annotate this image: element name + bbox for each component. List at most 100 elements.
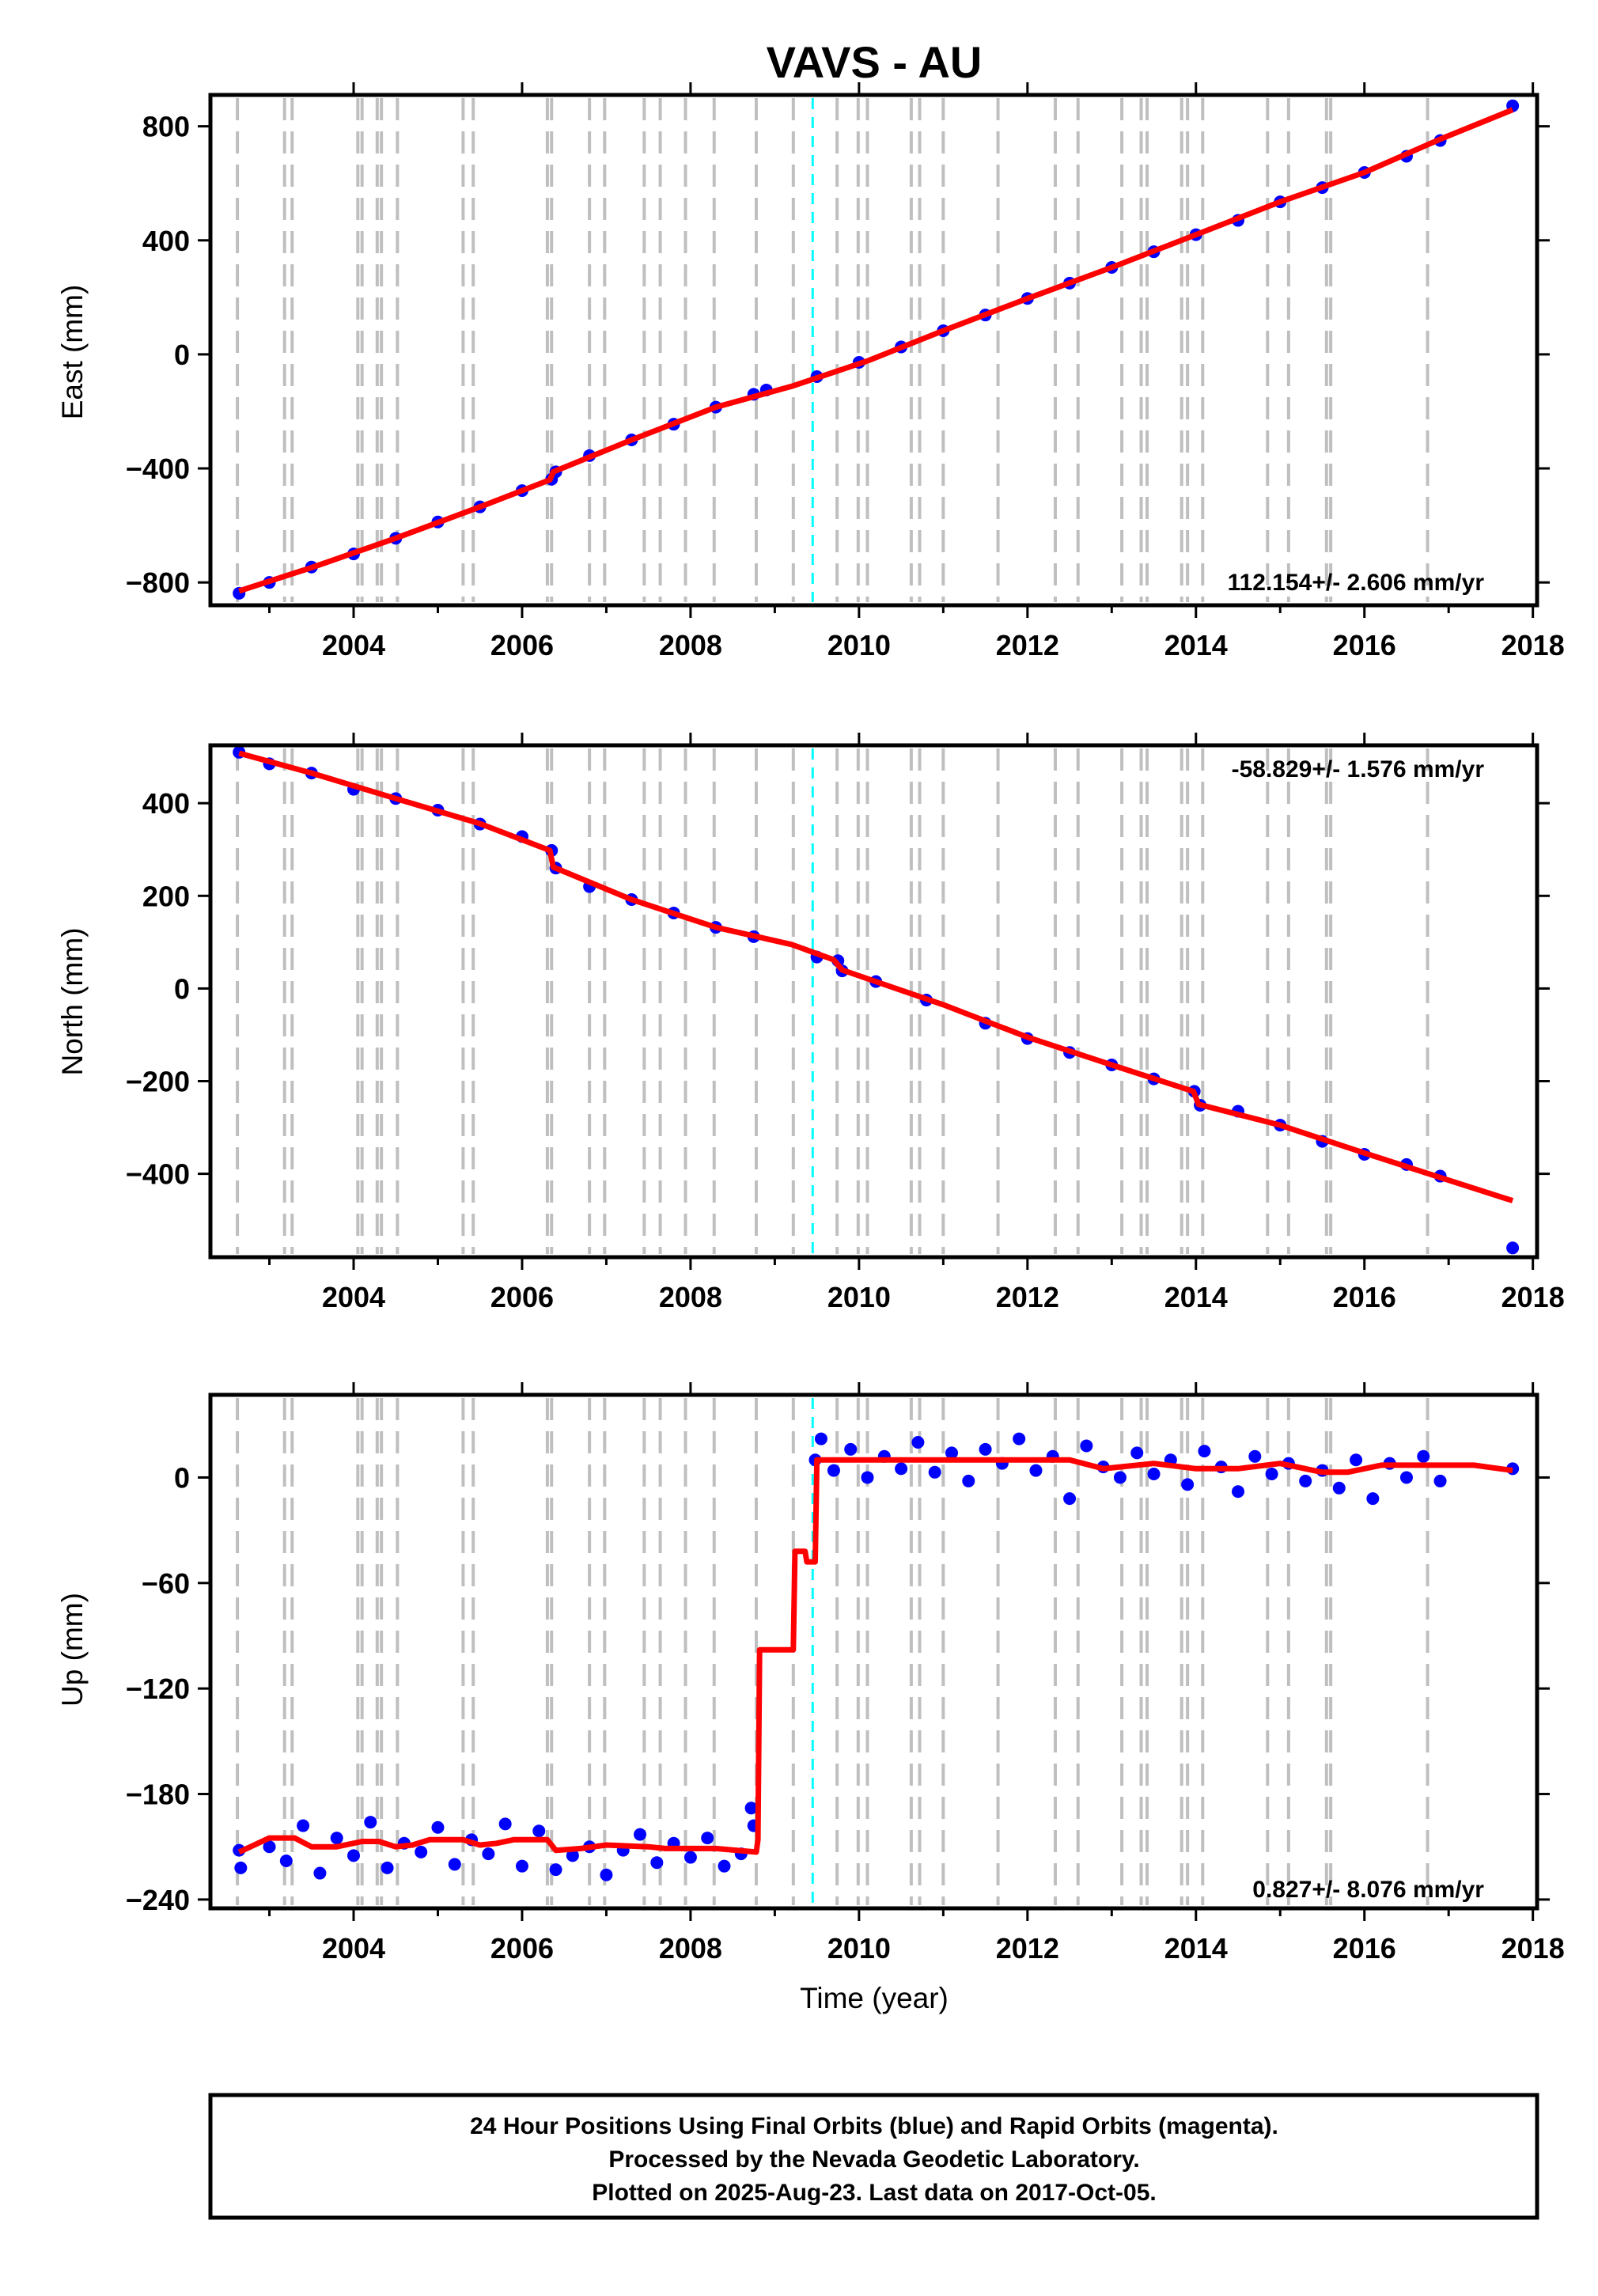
data-point-up bbox=[1332, 1481, 1346, 1495]
data-point-up bbox=[1080, 1439, 1093, 1453]
y-tick-label: 0 bbox=[174, 1461, 190, 1494]
data-point-up bbox=[431, 1821, 445, 1834]
data-point-up bbox=[744, 1802, 758, 1815]
data-point-up bbox=[1366, 1492, 1380, 1506]
data-point-up bbox=[701, 1832, 714, 1845]
data-point-up bbox=[718, 1859, 731, 1873]
x-tick-label: 2006 bbox=[490, 1281, 554, 1313]
y-axis-label-up: Up (mm) bbox=[56, 1593, 89, 1707]
data-point-up bbox=[279, 1854, 293, 1867]
data-point-up bbox=[234, 1861, 248, 1874]
y-tick-label: −800 bbox=[126, 566, 190, 599]
data-point-up bbox=[1265, 1468, 1278, 1481]
data-point-up bbox=[381, 1861, 394, 1874]
data-point-up bbox=[1198, 1445, 1211, 1458]
data-point-up bbox=[1147, 1468, 1161, 1481]
model-line-north bbox=[238, 750, 1514, 1203]
data-point-up bbox=[814, 1432, 827, 1445]
chart-title: VAVS - AU bbox=[767, 37, 983, 87]
y-tick-label: −120 bbox=[126, 1673, 190, 1705]
data-point-up bbox=[347, 1849, 361, 1862]
data-point-up bbox=[566, 1849, 579, 1862]
y-axis-label-north: North (mm) bbox=[56, 927, 89, 1075]
x-tick-label: 2014 bbox=[1164, 1281, 1228, 1313]
y-tick-label: −180 bbox=[126, 1779, 190, 1811]
y-tick-label: 0 bbox=[174, 339, 190, 371]
data-point-up bbox=[415, 1845, 428, 1858]
x-tick-label: 2016 bbox=[1333, 629, 1396, 661]
rate-label-north: -58.829+/- 1.576 mm/yr bbox=[1232, 756, 1485, 782]
data-point-up bbox=[1399, 1471, 1413, 1484]
data-point-up bbox=[650, 1856, 664, 1870]
x-tick-label: 2012 bbox=[996, 1281, 1059, 1313]
panel-up: 2004 2006 2008 2010 2012 2014 2016 2018 −240 −180… bbox=[56, 1382, 1565, 1964]
x-tick-label: 2004 bbox=[322, 1281, 385, 1313]
data-point-up bbox=[979, 1442, 992, 1456]
x-tick-label: 2012 bbox=[996, 1932, 1059, 1964]
data-point-up bbox=[1433, 1474, 1447, 1487]
data-point-up bbox=[1248, 1449, 1262, 1463]
y-tick-label: −400 bbox=[126, 453, 190, 485]
x-tick-label: 2010 bbox=[827, 1281, 891, 1313]
data-point-up bbox=[895, 1462, 908, 1476]
data-point-up bbox=[448, 1858, 461, 1871]
data-point-up bbox=[498, 1817, 512, 1831]
x-tick-label: 2018 bbox=[1501, 629, 1565, 661]
x-tick-label: 2008 bbox=[659, 629, 722, 661]
y-tick-label: 400 bbox=[142, 225, 190, 257]
data-point-up bbox=[1181, 1478, 1195, 1491]
y-tick-label: −400 bbox=[126, 1158, 190, 1191]
x-tick-label: 2008 bbox=[659, 1281, 722, 1313]
x-tick-label: 2016 bbox=[1333, 1932, 1396, 1964]
data-point-up bbox=[684, 1851, 697, 1864]
y-tick-label: −240 bbox=[126, 1884, 190, 1916]
x-tick-label: 2018 bbox=[1501, 1281, 1565, 1313]
data-point-up bbox=[1350, 1453, 1363, 1467]
y-tick-label: −60 bbox=[142, 1567, 190, 1600]
x-tick-label: 2014 bbox=[1164, 1932, 1228, 1964]
data-point-up bbox=[861, 1471, 874, 1484]
data-point-up bbox=[263, 1840, 276, 1854]
data-point-up bbox=[330, 1832, 343, 1845]
data-point-up bbox=[1417, 1449, 1430, 1463]
data-point-up bbox=[1013, 1432, 1026, 1445]
data-point-up bbox=[600, 1868, 613, 1881]
data-point-up bbox=[313, 1866, 327, 1880]
data-point-up bbox=[1299, 1474, 1312, 1487]
data-point-up bbox=[928, 1465, 941, 1479]
data-point-up bbox=[1113, 1471, 1127, 1484]
x-tick-label: 2018 bbox=[1501, 1932, 1565, 1964]
data-point-up bbox=[532, 1824, 546, 1838]
y-tick-label: 400 bbox=[142, 787, 190, 820]
data-point-up bbox=[844, 1442, 858, 1456]
y-axis-label-east: East (mm) bbox=[56, 285, 89, 420]
data-point-up bbox=[1232, 1485, 1245, 1498]
rate-label-east: 112.154+/- 2.606 mm/yr bbox=[1228, 570, 1485, 596]
data-point-up bbox=[549, 1863, 562, 1877]
footer-frame bbox=[208, 2093, 1539, 2220]
data-point-up bbox=[945, 1446, 958, 1460]
footer-line-2: Processed by the Nevada Geodetic Laborat… bbox=[608, 2146, 1139, 2173]
plot-frame-up bbox=[208, 1392, 1539, 1911]
footer-line-1: 24 Hour Positions Using Final Orbits (bl… bbox=[470, 2113, 1278, 2139]
x-tick-label: 2006 bbox=[490, 1932, 554, 1964]
x-tick-label: 2008 bbox=[659, 1932, 722, 1964]
data-point-up bbox=[634, 1828, 647, 1841]
data-point-up bbox=[1029, 1464, 1043, 1477]
y-tick-label: 800 bbox=[142, 111, 190, 143]
model-line-up bbox=[237, 1457, 1513, 1855]
x-tick-label: 2010 bbox=[827, 629, 891, 661]
x-tick-label: 2004 bbox=[322, 629, 385, 661]
y-tick-label: 200 bbox=[142, 880, 190, 912]
x-tick-label: 2004 bbox=[322, 1932, 385, 1964]
data-point-north bbox=[1506, 1241, 1520, 1255]
data-point-up bbox=[962, 1474, 975, 1487]
plot-frame-north bbox=[208, 743, 1539, 1260]
rate-label-up: 0.827+/- 8.076 mm/yr bbox=[1252, 1877, 1484, 1903]
x-axis-label: Time (year) bbox=[800, 1982, 949, 2014]
plot-frame-east bbox=[208, 93, 1539, 608]
y-tick-label: 0 bbox=[174, 972, 190, 1005]
x-tick-label: 2014 bbox=[1164, 629, 1228, 661]
x-tick-label: 2012 bbox=[996, 629, 1059, 661]
